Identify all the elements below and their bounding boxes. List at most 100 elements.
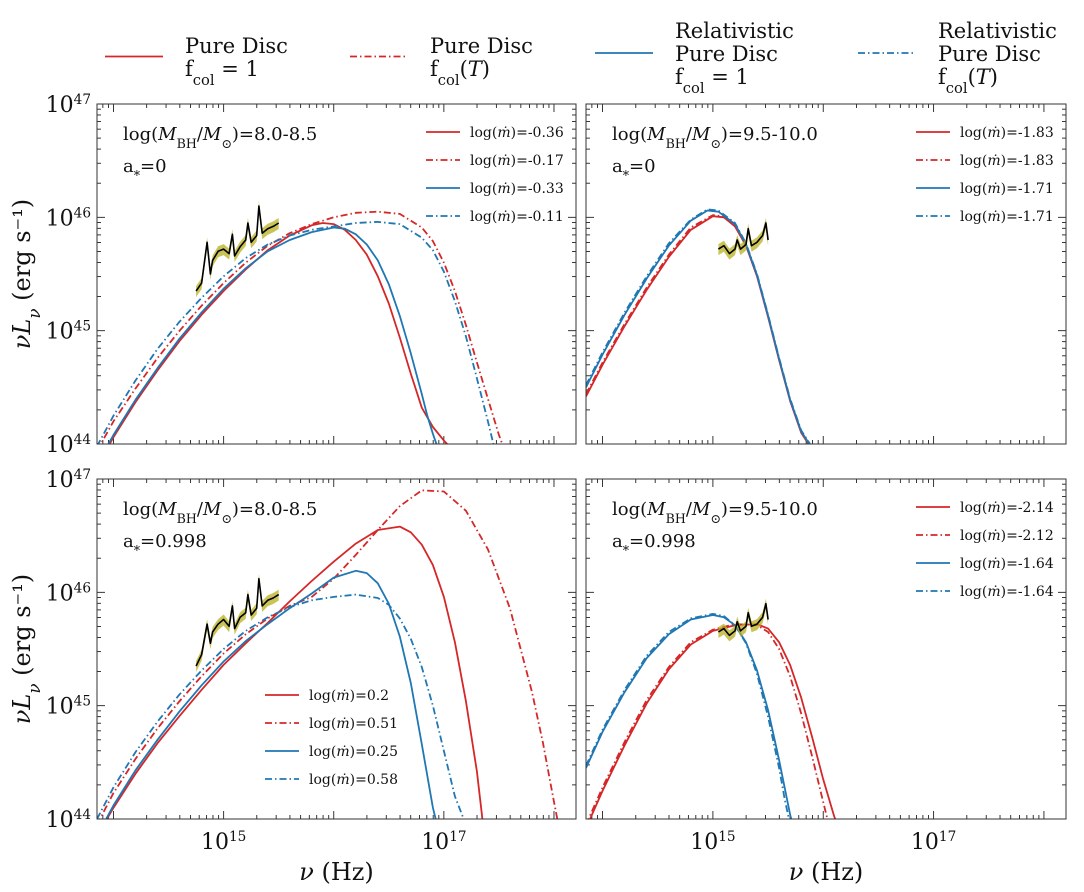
y-tick-label: 1047 (46, 467, 91, 493)
panel-annotation: log(MBH/M⊙)=8.0-8.5 (123, 499, 317, 526)
figure-legend-label: Pure Disc (938, 42, 1041, 66)
legend-entry: log(ṁ)=-1.64 (916, 584, 1054, 600)
legend-entry: log(ṁ)=-1.83 (916, 125, 1054, 141)
figure-legend-label: Pure Disc (675, 42, 778, 66)
series-line (108, 222, 449, 444)
figure-legend-label: Relativistic (938, 19, 1057, 43)
legend-entry: log(ṁ)=0.25 (265, 744, 398, 760)
legend-label: log(ṁ)=-1.64 (960, 556, 1054, 572)
legend-label: log(ṁ)=-1.83 (960, 153, 1054, 169)
y-tick-label: 1044 (46, 432, 91, 458)
legend-label: log(ṁ)=-0.33 (470, 181, 564, 197)
model-curves (586, 613, 837, 819)
figure-legend-label: Relativistic (675, 19, 794, 43)
figure-legend-label: Pure Disc (185, 34, 288, 58)
legend-label: log(ṁ)=-1.83 (960, 125, 1054, 141)
legend-label: log(ṁ)=-2.14 (960, 500, 1054, 516)
panel-legend: log(ṁ)=0.2 log(ṁ)=0.51 log(ṁ)=0.25 log(ṁ)=0… (265, 688, 398, 788)
legend-label: log(ṁ)=0.25 (309, 744, 398, 760)
series-line (97, 220, 495, 444)
x-tick-label: 1017 (421, 829, 466, 855)
series-line (586, 209, 811, 444)
y-tick-label: 1046 (46, 205, 91, 231)
panel-annotation: a*=0.998 (612, 531, 696, 558)
y-tick-label: 1045 (46, 694, 91, 720)
series-line (105, 525, 484, 819)
panels: log(MBH/M⊙)=8.0-8.5 a*=0 log(ṁ)=-0.36 log(ṁ… (96, 103, 1067, 820)
panel-annotation: log(MBH/M⊙)=8.0-8.5 (123, 124, 317, 151)
series-line (105, 569, 437, 819)
panel-annotation: a*=0.998 (123, 531, 207, 558)
model-curves (97, 489, 559, 819)
x-tick-label: 1015 (690, 829, 735, 855)
figure-legend-label: fcol = 1 (185, 57, 259, 89)
legend-label: log(ṁ)=-0.36 (470, 125, 564, 141)
y-tick-label: 1047 (46, 92, 91, 118)
panel-top-left: log(MBH/M⊙)=8.0-8.5a*=0log(ṁ)=-0.36log(ṁ… (96, 103, 577, 445)
panel-frame (585, 103, 1067, 445)
legend-label: log(ṁ)=-1.71 (960, 181, 1054, 197)
series-line (586, 614, 793, 819)
x-axis-label: ν (Hz) (299, 858, 374, 886)
legend-entry: log(ṁ)=0.51 (265, 716, 398, 732)
panel-annotation: log(MBH/M⊙)=9.5-10.0 (612, 124, 818, 151)
series-line (586, 208, 812, 444)
panel-annotation: a*=0 (612, 156, 656, 183)
series-line (587, 623, 829, 819)
legend-label: log(ṁ)=-1.64 (960, 584, 1054, 600)
series-line (97, 593, 465, 819)
legend-label: log(ṁ)=0.2 (309, 688, 389, 704)
panel-legend: log(ṁ)=-2.14 log(ṁ)=-2.12 log(ṁ)=-1.64 log(… (916, 500, 1054, 600)
panel-bottom-left: log(MBH/M⊙)=8.0-8.5a*=0.998log(ṁ)=0.2log… (96, 478, 577, 820)
observed-spectrum (717, 218, 769, 260)
axis-ticks (97, 478, 576, 820)
series-line (107, 226, 438, 444)
spectrum-error-band (718, 218, 769, 260)
model-curves (97, 210, 504, 444)
series-line (586, 214, 811, 444)
y-axis-label: νLν (erg s⁻¹) (8, 574, 44, 724)
legend-label: log(ṁ)=-0.17 (470, 153, 564, 169)
observed-spectrum (195, 201, 280, 297)
spectrum-line (195, 205, 280, 292)
y-tick-label: 1046 (46, 580, 91, 606)
panel-frame (96, 478, 577, 820)
legend-entry: log(ṁ)=0.2 (265, 688, 389, 704)
x-tick-label: 1015 (201, 829, 246, 855)
legend-label: log(ṁ)=0.51 (309, 716, 398, 732)
figure-legend-label: fcol(T) (430, 57, 490, 89)
figure-legend-label: fcol(T) (938, 65, 998, 97)
spectrum-error-band (718, 598, 769, 642)
model-curves (586, 208, 812, 444)
series-line (586, 613, 790, 819)
x-tick-label: 1017 (911, 829, 956, 855)
legend-entry: log(ṁ)=-1.83 (916, 153, 1054, 169)
panel-frame (96, 103, 577, 445)
legend-label: log(ṁ)=-1.71 (960, 209, 1054, 225)
series-line (586, 215, 810, 444)
legend-entry: log(ṁ)=-2.12 (916, 528, 1054, 544)
spectrum-error-band (196, 201, 279, 297)
panel-bottom-right: log(MBH/M⊙)=9.5-10.0 a*=0.998 log(ṁ)=-2.14… (585, 478, 1067, 820)
panel-annotation: log(MBH/M⊙)=9.5-10.0 (612, 499, 818, 526)
panel-frame (585, 478, 1067, 820)
legend-entry: log(ṁ)=-1.71 (916, 209, 1054, 225)
y-axis-label: νLν (erg s⁻¹) (8, 199, 44, 349)
legend-entry: log(ṁ)=-0.33 (426, 181, 564, 197)
observed-spectrum (195, 573, 280, 672)
figure-legend-label: fcol = 1 (675, 65, 749, 97)
figure-legend-label: Pure Disc (430, 34, 533, 58)
panel-legend: log(ṁ)=-1.83 log(ṁ)=-1.83 log(ṁ)=-1.71 log(… (916, 125, 1054, 225)
legend-entry: log(ṁ)=0.58 (265, 772, 398, 788)
x-axis-label: ν (Hz) (789, 858, 864, 886)
axis-ticks (586, 478, 1066, 820)
legend-entry: log(ṁ)=-2.14 (916, 500, 1054, 516)
y-tick-label: 1045 (46, 319, 91, 345)
panel-top-right: log(MBH/M⊙)=9.5-10.0a*=0log(ṁ)=-1.83log(… (585, 103, 1067, 445)
